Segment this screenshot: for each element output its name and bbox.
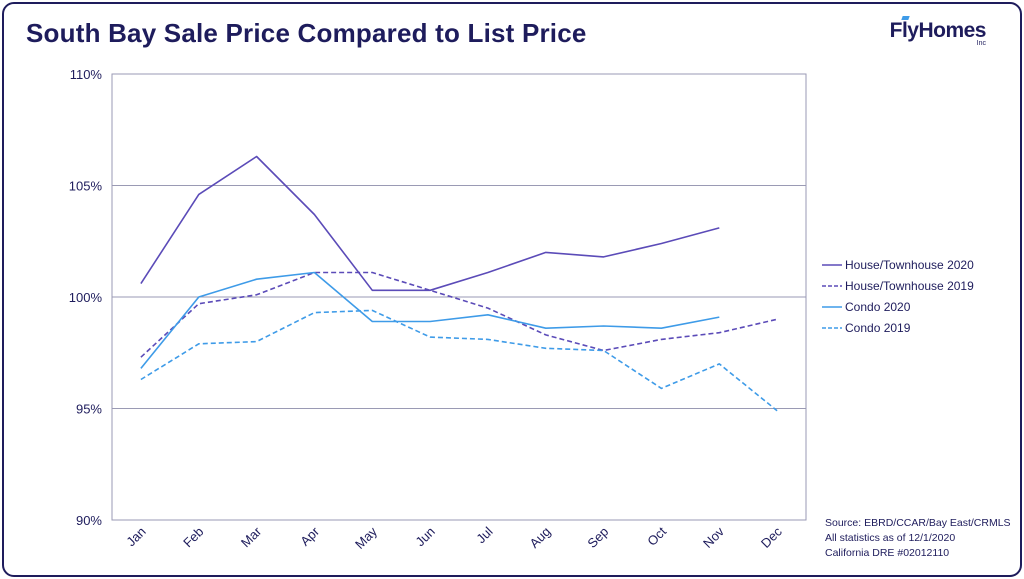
y-tick-label: 110%: [70, 67, 103, 82]
y-tick-label: 95%: [76, 402, 102, 417]
legend-label: House/Townhouse 2020: [845, 257, 974, 272]
plot-area-border: [111, 73, 807, 521]
legend-label: House/Townhouse 2019: [845, 278, 974, 293]
legend-item: Condo 2020: [822, 296, 974, 317]
source-note: Source: EBRD/CCAR/Bay East/CRMLS All sta…: [825, 516, 1011, 561]
legend-label: Condo 2019: [845, 320, 911, 335]
x-tick-label: Sep: [584, 524, 611, 551]
axes: [111, 73, 807, 521]
x-tick-label: Mar: [238, 523, 265, 550]
series-line-2: [140, 271, 778, 358]
y-tick-label: 105%: [69, 179, 103, 194]
legend-item: House/Townhouse 2019: [822, 275, 974, 296]
series-lines: [140, 155, 778, 412]
x-tick-label: May: [352, 524, 380, 552]
legend-swatch: [822, 263, 842, 266]
source-line: Source: EBRD/CCAR/Bay East/CRMLS: [825, 517, 1011, 529]
stats-date-line: All statistics as of 12/1/2020: [825, 532, 956, 544]
x-tick-label: Dec: [758, 524, 785, 551]
y-tick-label: 100%: [69, 290, 103, 305]
series-line-3: [140, 271, 720, 369]
x-tick-label: Oct: [644, 524, 669, 549]
dre-line: California DRE #02012110: [825, 547, 950, 559]
legend-swatch: [822, 284, 842, 287]
legend-label: Condo 2020: [845, 299, 911, 314]
tick-labels: 90% 95% 100% 105% 110% Jan Feb Mar Apr May Jun Jul A…: [69, 67, 785, 552]
chart-title: South Bay Sale Price Compared to List Pr…: [26, 18, 587, 48]
logo-suffix: Inc: [976, 40, 986, 47]
x-tick-label: Apr: [297, 523, 322, 548]
series-line-1: [140, 155, 720, 292]
x-tick-label: Nov: [700, 524, 727, 551]
x-tick-label: Aug: [527, 524, 554, 551]
gridlines: [112, 185, 806, 409]
legend-item: Condo 2019: [822, 317, 974, 338]
logo-text: FlyHomes: [889, 19, 987, 42]
legend-item: House/Townhouse 2020: [822, 254, 974, 275]
legend-swatch: [822, 326, 842, 329]
y-tick-label: 90%: [76, 513, 102, 528]
x-tick-label: Feb: [180, 524, 206, 550]
x-tick-label: Jun: [412, 524, 437, 549]
x-tick-label: Jan: [123, 524, 148, 549]
x-tick-label: Jul: [473, 524, 495, 546]
line-chart: 90% 95% 100% 105% 110% Jan Feb Mar Apr May Jun Jul A…: [69, 67, 807, 552]
flyhomes-logo: FlyHomes Inc: [889, 16, 987, 47]
series-line-4: [140, 309, 778, 412]
legend-swatch: [822, 305, 842, 308]
chart-legend: House/Townhouse 2020 House/Townhouse 2019…: [822, 254, 974, 338]
